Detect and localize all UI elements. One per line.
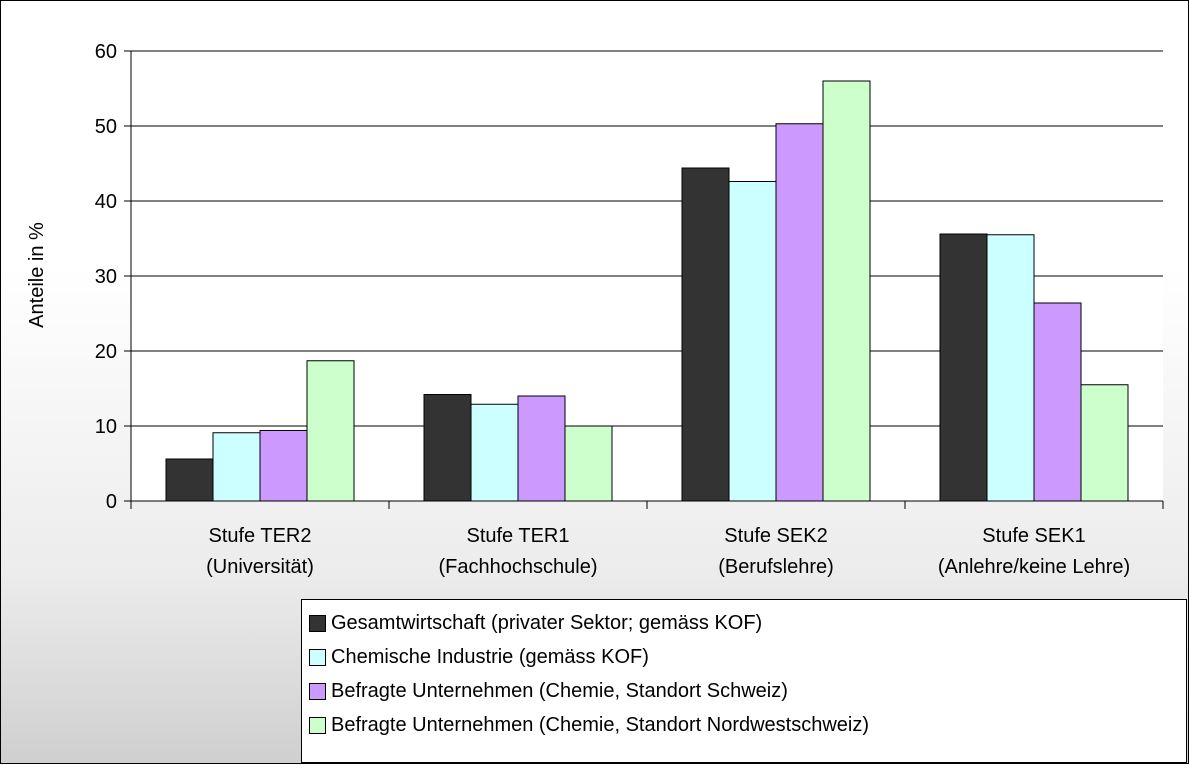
bar: [306, 360, 355, 502]
bar: [259, 430, 308, 502]
legend-swatch: [309, 682, 326, 700]
bar: [681, 167, 730, 502]
category-label: Stufe TER2: [208, 525, 311, 547]
bar: [775, 123, 824, 502]
bar: [986, 234, 1035, 502]
y-tick-label: 60: [95, 41, 117, 63]
category-label: Stufe SEK2: [724, 525, 827, 547]
legend-item: Chemische Industrie (gemäss KOF): [309, 640, 1186, 674]
category-label: (Fachhochschule): [439, 556, 598, 578]
category-labels: Stufe TER2 (Universität) Stufe TER1 (Fachho…: [206, 525, 1130, 578]
legend-swatch: [309, 614, 326, 632]
category-label: Stufe SEK1: [982, 525, 1085, 547]
axes: [124, 50, 1164, 509]
bar: [728, 181, 777, 502]
legend-label: Chemische Industrie (gemäss KOF): [331, 645, 649, 668]
bar: [470, 403, 519, 502]
bars: [165, 80, 1129, 502]
y-tick-labels: 0 10 20 30 40 50 60: [95, 41, 117, 513]
y-tick-label: 50: [95, 116, 117, 138]
legend-item: Gesamtwirtschaft (privater Sektor; gemäs…: [309, 606, 1186, 640]
y-tick-label: 0: [106, 491, 117, 513]
bar: [423, 394, 472, 502]
legend-item: Befragte Unternehmen (Chemie, Standort N…: [309, 708, 1186, 742]
bar: [939, 233, 988, 502]
category-label: (Berufslehre): [718, 556, 834, 578]
legend-label: Befragte Unternehmen (Chemie, Standort N…: [331, 713, 870, 736]
bar: [1033, 302, 1082, 502]
y-tick-label: 30: [95, 266, 117, 288]
y-axis-title: Anteile in %: [26, 222, 48, 328]
legend-label: Gesamtwirtschaft (privater Sektor; gemäs…: [331, 611, 763, 634]
legend-swatch: [309, 648, 326, 666]
bar: [822, 80, 871, 502]
category-label: (Universität): [206, 556, 314, 578]
bar: [212, 432, 261, 502]
bar: [517, 395, 566, 502]
category-label: Stufe TER1: [466, 525, 569, 547]
category-label: (Anlehre/keine Lehre): [938, 556, 1130, 578]
y-tick-label: 10: [95, 416, 117, 438]
bar: [165, 458, 214, 502]
bar: [564, 425, 613, 502]
y-tick-label: 20: [95, 341, 117, 363]
legend-label: Befragte Unternehmen (Chemie, Standort S…: [331, 679, 788, 702]
legend-swatch: [309, 716, 326, 734]
bar: [1080, 384, 1129, 502]
y-tick-label: 40: [95, 191, 117, 213]
legend-item: Befragte Unternehmen (Chemie, Standort S…: [309, 674, 1186, 708]
legend: Gesamtwirtschaft (privater Sektor; gemäs…: [301, 599, 1187, 763]
